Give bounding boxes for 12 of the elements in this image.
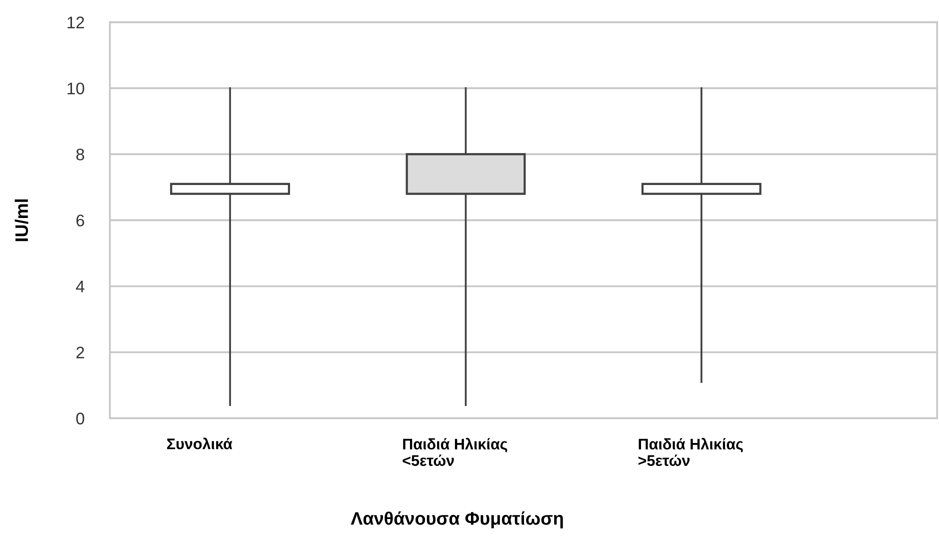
x-tick-label: Παιδιά Ηλικίας >5ετών [638, 438, 743, 466]
y-tick-label: 4 [76, 280, 84, 292]
y-tick-label: 8 [76, 148, 84, 160]
y-tick-label: 6 [76, 214, 84, 226]
y-axis-title: IU/ml [14, 199, 28, 242]
x-axis-title: Λανθάνουσα Φυματίωση [350, 511, 563, 528]
y-tick-label: 0 [76, 412, 84, 424]
y-tick-label: 12 [68, 16, 84, 28]
x-tick-label: Συνολικά [167, 438, 232, 450]
y-tick-label: 10 [68, 82, 84, 94]
y-tick-label: 2 [76, 346, 84, 358]
x-tick-label: Παιδιά Ηλικίας <5ετών [402, 438, 508, 466]
